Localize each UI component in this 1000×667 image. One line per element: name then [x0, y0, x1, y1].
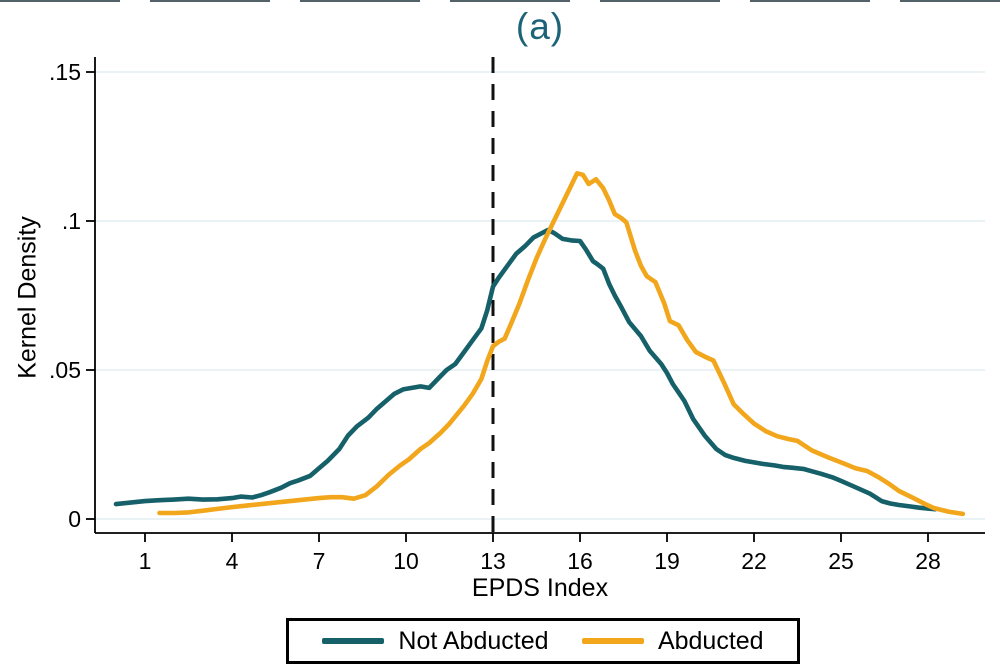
y-tick-label: .1 — [62, 208, 81, 234]
x-tick-label: 22 — [741, 548, 767, 574]
y-tick-label: .05 — [49, 357, 81, 383]
legend: Not Abducted Abducted — [286, 618, 800, 664]
legend-item-not-abducted: Not Abducted — [322, 626, 549, 656]
x-tick-label: 28 — [915, 548, 941, 574]
legend-swatch-abducted — [581, 638, 644, 644]
x-tick-label: 16 — [567, 548, 593, 574]
x-tick-label: 25 — [828, 548, 854, 574]
legend-swatch-not-abducted — [322, 638, 385, 644]
x-tick-label: 7 — [313, 548, 326, 574]
density-curve-abducted — [157, 171, 966, 517]
x-tick-label: 4 — [226, 548, 239, 574]
x-axis-title: EPDS Index — [471, 574, 609, 602]
legend-label-not-abducted: Not Abducted — [398, 626, 549, 655]
chart-title: (a) — [515, 6, 565, 47]
y-axis-title: Kernel Density — [13, 216, 42, 379]
top-crop-artifact — [0, 0, 1000, 2]
x-tick-label: 10 — [393, 548, 419, 574]
y-tick-label: 0 — [68, 506, 81, 532]
x-tick-label: 1 — [139, 548, 152, 574]
x-tick-label: 13 — [480, 548, 506, 574]
legend-label-abducted: Abducted — [657, 626, 764, 655]
y-tick-label: .15 — [49, 59, 81, 85]
x-tick-label: 19 — [654, 548, 680, 574]
legend-item-abducted: Abducted — [581, 626, 764, 656]
